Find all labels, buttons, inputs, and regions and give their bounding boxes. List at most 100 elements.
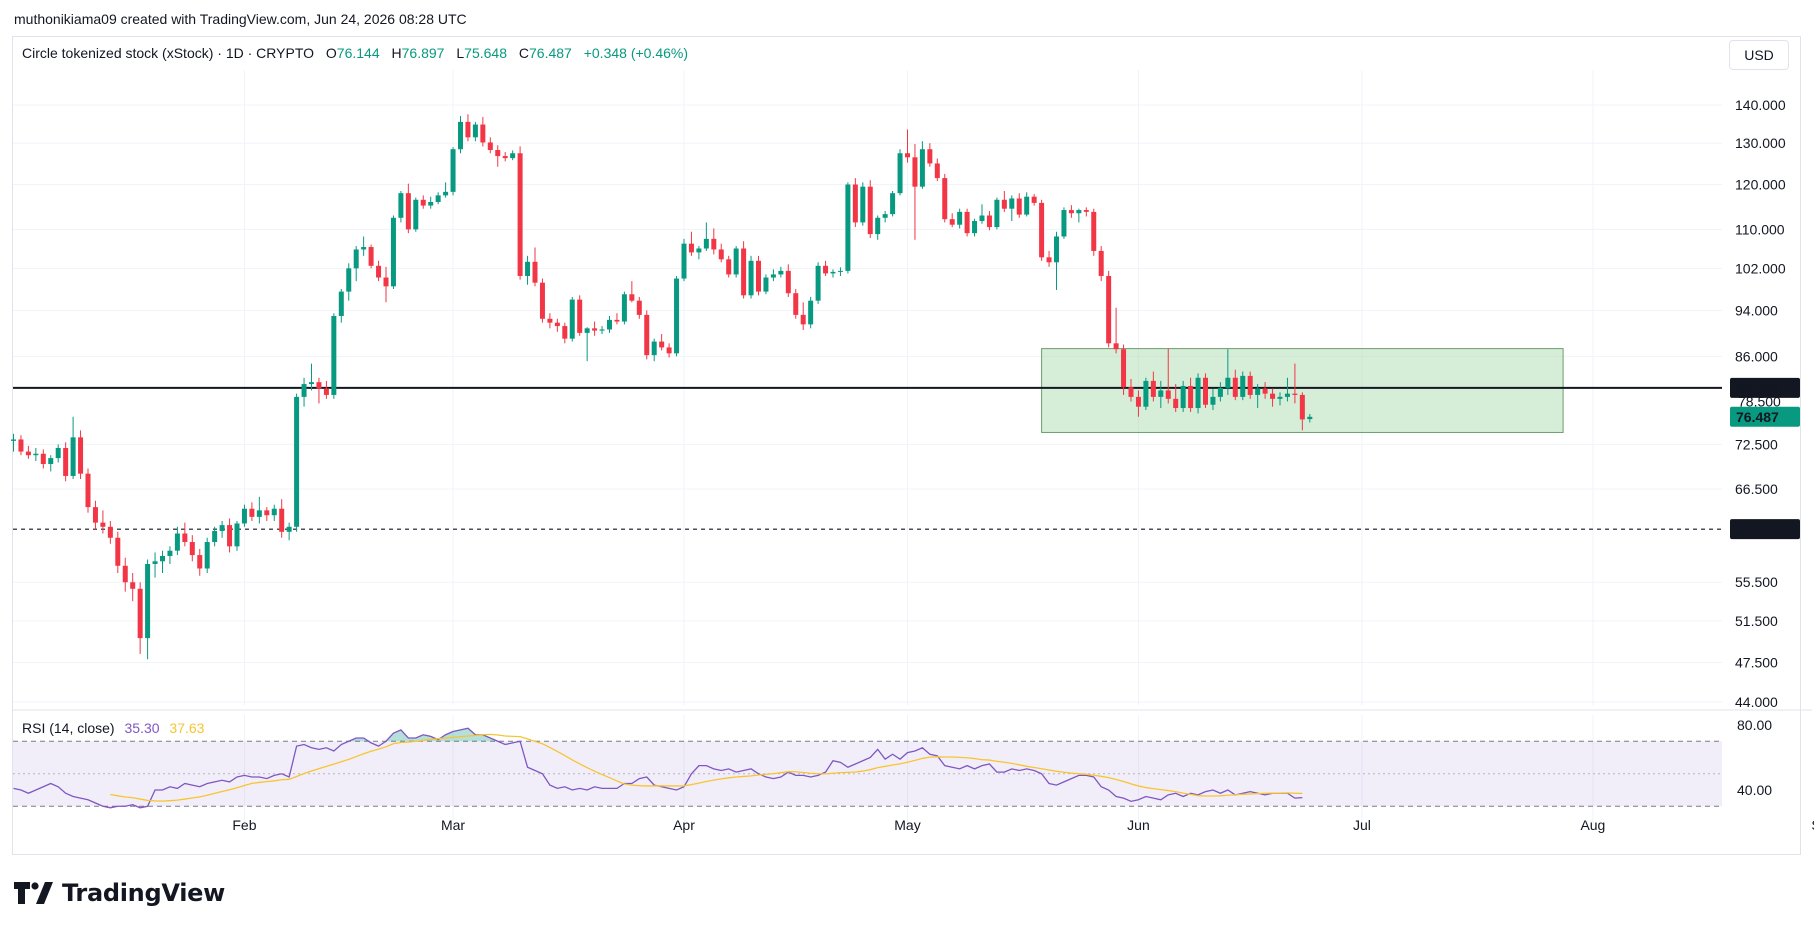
candle-body	[368, 247, 374, 266]
candle-body	[659, 341, 665, 348]
candle-body	[256, 510, 262, 517]
candle-body	[271, 508, 277, 516]
time-tick-label: Apr	[673, 817, 695, 833]
symbol-title[interactable]: Circle tokenized stock (xStock) · 1D · C…	[22, 45, 315, 61]
price-tick-label: 51.500	[1735, 613, 1778, 629]
candle-body	[852, 184, 858, 223]
rsi-overbought-fill	[363, 738, 372, 742]
candle	[338, 288, 344, 323]
candle	[800, 302, 806, 331]
chart-frame	[12, 36, 1801, 855]
candle	[1016, 193, 1022, 218]
resistance-price-tag-text: 80.898	[1736, 380, 1779, 396]
candle	[1150, 371, 1156, 402]
close-label: C	[518, 45, 529, 61]
candle-body	[1232, 377, 1238, 397]
candle-body	[1143, 380, 1149, 407]
candle	[554, 318, 560, 332]
candle	[323, 380, 329, 399]
candle-body	[845, 184, 851, 271]
candle	[666, 343, 672, 358]
candle-body	[398, 193, 404, 218]
candle-body	[18, 439, 24, 452]
candle	[517, 146, 523, 280]
candle	[331, 313, 337, 399]
resistance-price-tag: 80.898	[1730, 377, 1800, 398]
candle	[808, 296, 814, 329]
candle-body	[860, 186, 866, 223]
candle	[785, 264, 791, 297]
candle	[510, 150, 516, 161]
candle-body	[577, 299, 583, 333]
candle	[405, 183, 411, 234]
candle	[659, 334, 665, 351]
candle	[249, 502, 255, 521]
rsi-tick-label: 80.00	[1737, 717, 1772, 733]
candle-body	[428, 201, 434, 206]
candle-body	[867, 186, 873, 235]
candle-body	[338, 291, 344, 316]
candle	[435, 192, 441, 205]
candle	[368, 244, 374, 269]
candle	[115, 531, 121, 574]
high-value: 76.897	[401, 45, 445, 61]
candle-body	[718, 249, 724, 260]
candle-body	[599, 329, 605, 331]
candle	[1225, 349, 1231, 395]
candle-body	[1255, 388, 1261, 395]
candle-body	[644, 314, 650, 356]
candle	[1180, 380, 1186, 413]
candle-body	[934, 163, 940, 179]
candle-body	[100, 522, 106, 527]
candle-body	[919, 149, 925, 187]
tradingview-logo[interactable]: TradingView	[14, 879, 225, 907]
candle-body	[1225, 377, 1231, 388]
candle	[107, 520, 113, 544]
candle	[562, 322, 568, 344]
candle	[413, 197, 419, 232]
candle-body	[25, 451, 31, 456]
candle	[823, 260, 829, 276]
candle	[867, 180, 873, 238]
candle	[972, 218, 978, 237]
candle-body	[294, 396, 300, 527]
candle-body	[249, 508, 255, 517]
candle	[949, 213, 955, 228]
candle	[25, 445, 31, 459]
candle	[197, 548, 203, 576]
rsi-title[interactable]: RSI (14, close)	[22, 720, 115, 736]
candle-body	[942, 178, 948, 220]
candle	[398, 190, 404, 223]
candle	[845, 182, 851, 274]
candle-body	[1121, 349, 1127, 388]
candle-body	[279, 508, 285, 532]
time-tick-label: Mar	[441, 817, 465, 833]
candle-body	[376, 265, 382, 278]
candle	[443, 182, 449, 198]
candle-body	[949, 219, 955, 225]
candle-body	[1277, 396, 1283, 399]
candle-body	[197, 555, 203, 569]
candle	[234, 520, 240, 551]
chart-canvas[interactable]: 140.000 130.000 120.000 110.000 102.000 94.00…	[0, 0, 1814, 860]
candle	[502, 152, 508, 162]
candle	[1247, 371, 1253, 399]
candle	[584, 327, 590, 362]
candle	[1217, 382, 1223, 402]
candle-body	[480, 124, 486, 143]
candle-body	[361, 247, 367, 250]
candle-body	[420, 199, 426, 206]
candle	[219, 520, 225, 538]
candle-body	[711, 238, 717, 250]
candle-body	[1054, 236, 1059, 263]
candle-body	[1210, 396, 1216, 405]
support-price-tag-bg	[1730, 519, 1800, 540]
candle	[748, 255, 754, 299]
candle	[882, 210, 888, 223]
candle-body	[994, 199, 1000, 228]
currency-button[interactable]: USD	[1729, 40, 1789, 70]
candle	[1284, 377, 1290, 402]
candle	[852, 178, 858, 228]
candle-body	[323, 388, 329, 395]
candle	[1135, 390, 1141, 417]
